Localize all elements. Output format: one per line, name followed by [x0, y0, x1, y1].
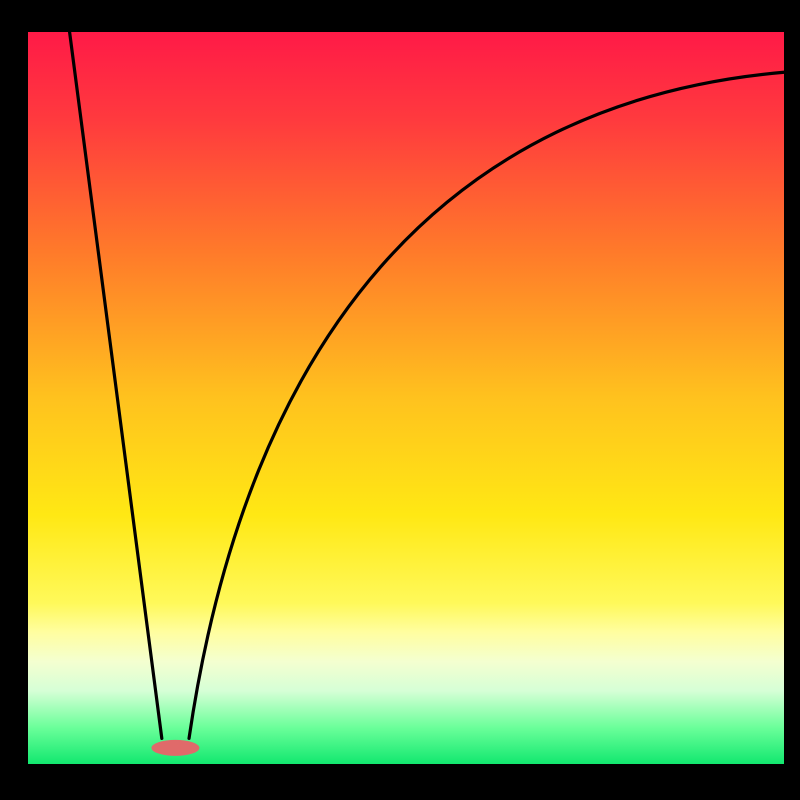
chart-container: TheBottleneck.com [0, 0, 800, 800]
bottleneck-chart [0, 0, 800, 800]
